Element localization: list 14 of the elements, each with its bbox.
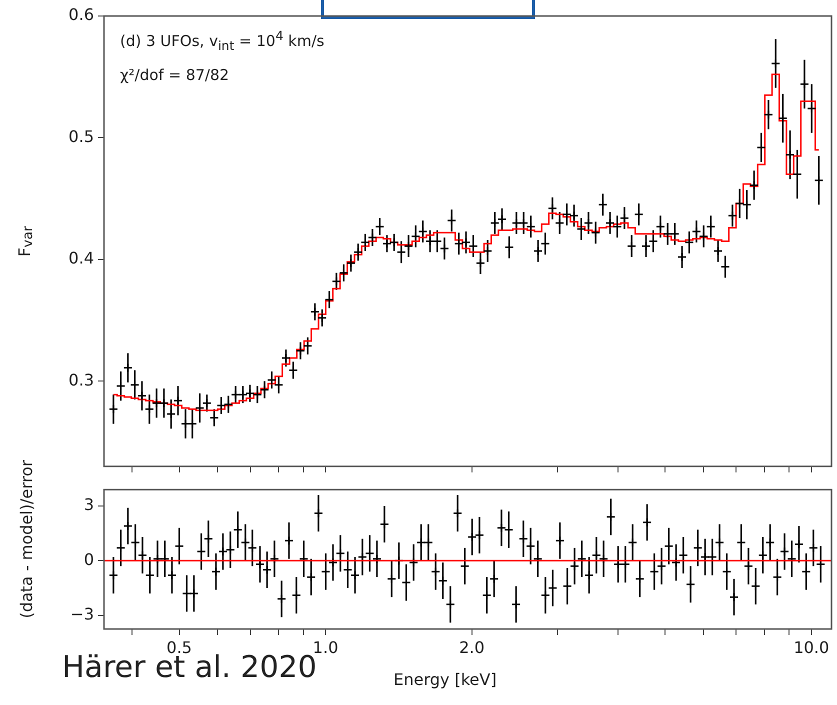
annotation: (d) 3 UFOs, v$_{int}$ = 10$^{4}$ km/s	[120, 28, 324, 53]
y-axis-title: (data - model)/error	[16, 460, 36, 618]
annotation: χ²/dof = 87/82	[120, 66, 230, 84]
x-tick-label: 1.0	[312, 638, 338, 657]
y-tick-label: 0.4	[68, 248, 94, 268]
y-tick-label: 0.6	[68, 5, 94, 24]
y-tick-label: −3	[70, 604, 94, 624]
y-tick-label: 3	[84, 495, 94, 514]
y-tick-label: 0.5	[68, 126, 94, 146]
x-tick-label: 10.0	[794, 638, 830, 657]
y-tick-label: 0	[84, 550, 94, 569]
x-tick-label: 2.0	[459, 638, 485, 657]
x-axis-title: Energy [keV]	[394, 670, 497, 689]
y-tick-label: 0.3	[68, 370, 94, 390]
